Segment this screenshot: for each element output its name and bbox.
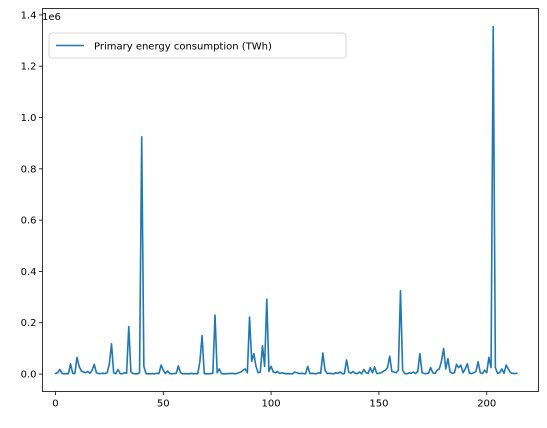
legend-box [48, 32, 347, 59]
series-line [54, 25, 518, 375]
y-tick-label: 1.0 [21, 113, 37, 124]
y-tick-label: 1.4 [21, 10, 37, 21]
x-tick-label: 150 [369, 399, 388, 410]
x-axis: 0 50 100 150 200 [52, 391, 496, 410]
y-tick-label: 1.2 [21, 62, 37, 73]
x-tick-label: 200 [477, 399, 496, 410]
y-tick-label: 0.2 [21, 318, 37, 329]
y-tick-label: 0.8 [21, 164, 37, 175]
y-tick-label: 0.4 [21, 267, 37, 278]
y-offset-label: 1e6 [42, 12, 61, 23]
x-tick-label: 50 [157, 399, 170, 410]
y-axis: 0.0 0.2 0.4 0.6 0.8 1.0 1.2 1.4 [21, 10, 43, 381]
y-tick-label: 0.6 [21, 216, 37, 227]
plot-frame [42, 8, 539, 392]
legend-label: Primary energy consumption (TWh) [94, 42, 272, 53]
series-layer [54, 25, 518, 375]
x-tick-label: 100 [262, 399, 281, 410]
x-tick-label: 0 [52, 399, 58, 410]
y-tick-label: 0.0 [21, 370, 37, 381]
legend: Primary energy consumption (TWh) [48, 32, 347, 59]
